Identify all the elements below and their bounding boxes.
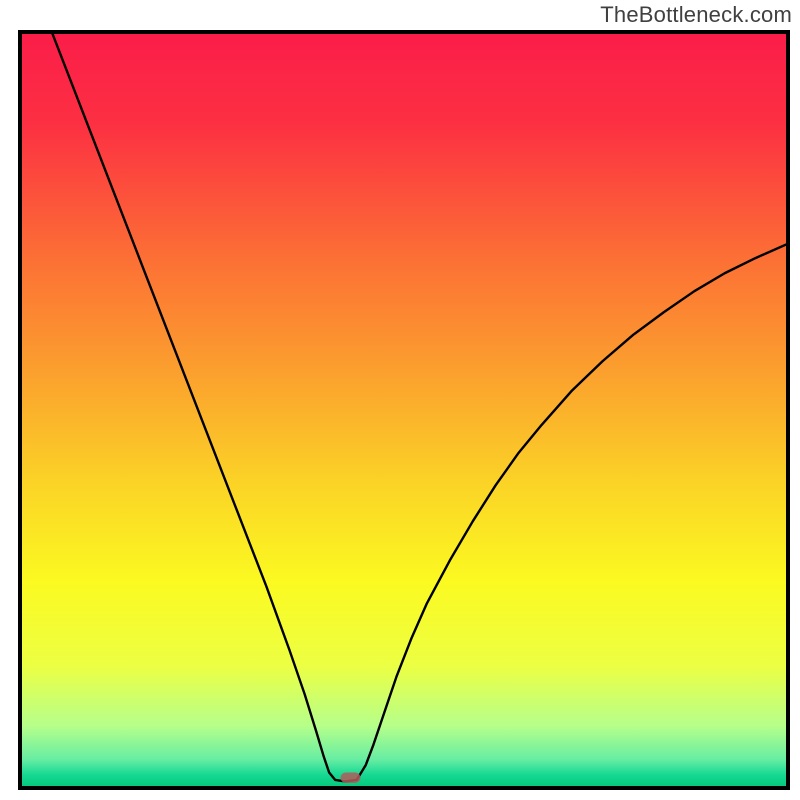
optimal-point-marker xyxy=(341,772,361,783)
watermark-label: TheBottleneck.com xyxy=(600,2,792,28)
gradient-background xyxy=(22,34,786,786)
bottleneck-chart xyxy=(22,34,786,786)
